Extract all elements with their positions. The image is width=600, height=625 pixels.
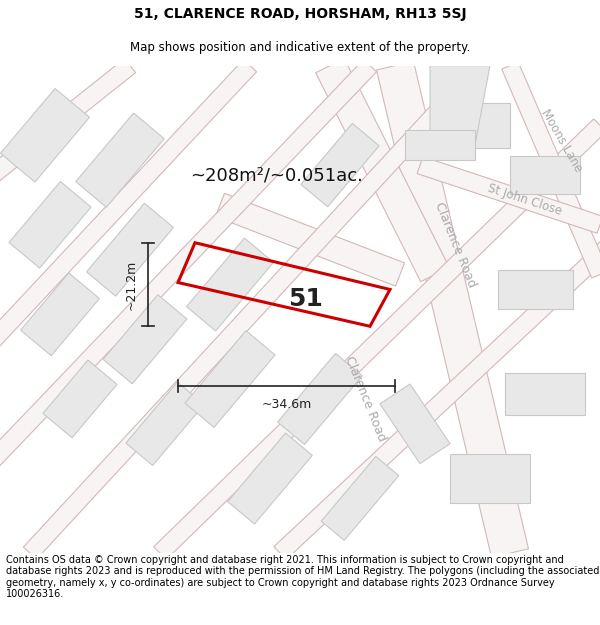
Polygon shape bbox=[103, 294, 187, 384]
Text: Clarence Road: Clarence Road bbox=[432, 200, 478, 289]
Polygon shape bbox=[23, 59, 487, 559]
Polygon shape bbox=[505, 373, 585, 415]
Polygon shape bbox=[76, 113, 164, 208]
Text: Contains OS data © Crown copyright and database right 2021. This information is : Contains OS data © Crown copyright and d… bbox=[6, 554, 599, 599]
Text: 51: 51 bbox=[287, 288, 322, 311]
Polygon shape bbox=[1, 89, 89, 182]
Text: Moons Lane: Moons Lane bbox=[539, 107, 585, 174]
Polygon shape bbox=[187, 238, 274, 331]
Text: ~34.6m: ~34.6m bbox=[262, 398, 311, 411]
Polygon shape bbox=[185, 331, 275, 428]
Text: Clarence Road: Clarence Road bbox=[342, 354, 388, 444]
Polygon shape bbox=[154, 119, 600, 559]
Text: ~208m²/~0.051ac.: ~208m²/~0.051ac. bbox=[190, 166, 363, 184]
Polygon shape bbox=[380, 384, 450, 464]
Polygon shape bbox=[430, 66, 490, 145]
Polygon shape bbox=[274, 238, 600, 559]
Text: Map shows position and indicative extent of the property.: Map shows position and indicative extent… bbox=[130, 41, 470, 54]
Polygon shape bbox=[450, 454, 530, 503]
Polygon shape bbox=[126, 382, 204, 466]
Text: ~21.2m: ~21.2m bbox=[125, 259, 138, 309]
Polygon shape bbox=[227, 433, 313, 524]
Polygon shape bbox=[430, 103, 510, 148]
Polygon shape bbox=[215, 193, 404, 286]
Polygon shape bbox=[377, 61, 529, 558]
Polygon shape bbox=[86, 203, 173, 296]
Polygon shape bbox=[301, 124, 379, 207]
Polygon shape bbox=[0, 59, 377, 480]
Text: St John Close: St John Close bbox=[486, 182, 564, 218]
Polygon shape bbox=[417, 157, 600, 233]
Polygon shape bbox=[405, 130, 475, 160]
Polygon shape bbox=[278, 353, 362, 444]
Polygon shape bbox=[316, 59, 449, 282]
Polygon shape bbox=[0, 59, 136, 192]
Polygon shape bbox=[0, 59, 257, 360]
Text: 51, CLARENCE ROAD, HORSHAM, RH13 5SJ: 51, CLARENCE ROAD, HORSHAM, RH13 5SJ bbox=[134, 8, 466, 21]
Polygon shape bbox=[9, 181, 91, 268]
Polygon shape bbox=[510, 156, 580, 194]
Polygon shape bbox=[321, 456, 399, 541]
Polygon shape bbox=[497, 269, 572, 309]
Polygon shape bbox=[20, 273, 100, 356]
Polygon shape bbox=[502, 62, 600, 278]
Polygon shape bbox=[43, 360, 117, 438]
